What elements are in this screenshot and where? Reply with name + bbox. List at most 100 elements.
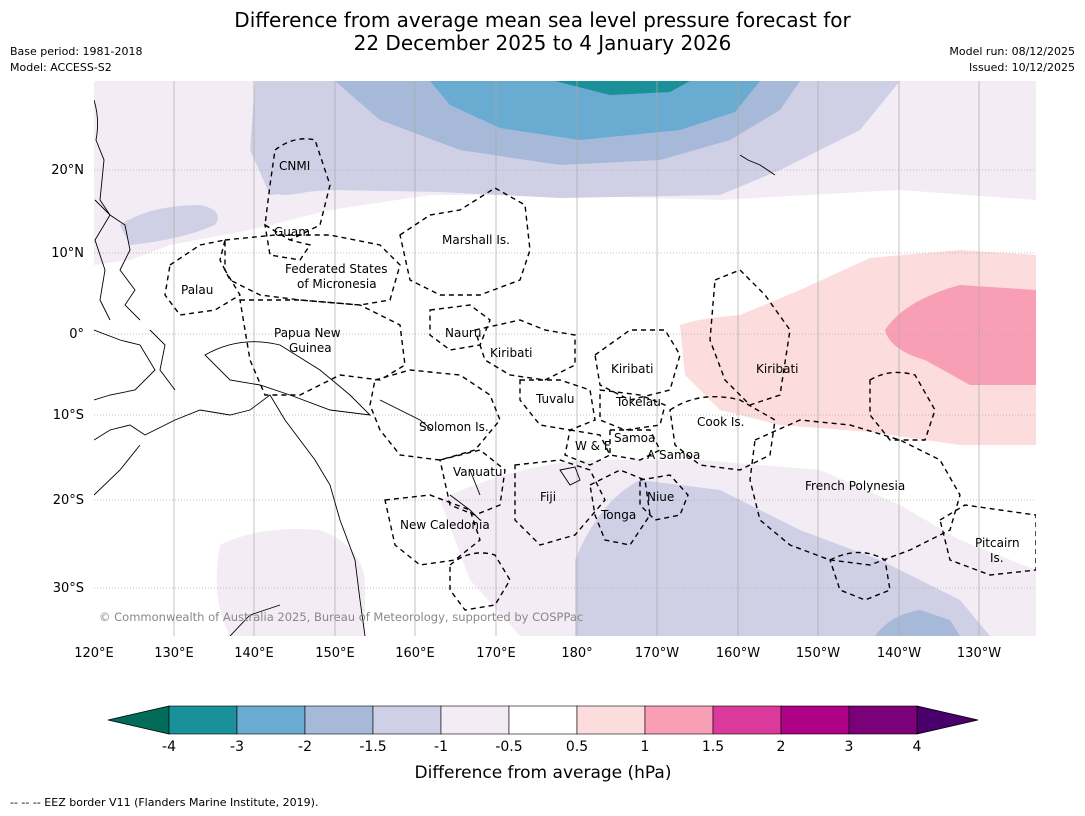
colorbar-tick-label: -3 — [230, 739, 244, 755]
label-solomon-islands: Solomon Is. — [419, 420, 489, 434]
anomaly-area-westpac-slate — [120, 205, 218, 245]
label-new-caledonia: New Caledonia — [400, 518, 490, 532]
label-marshall-islands: Marshall Is. — [442, 233, 510, 247]
map-panel: CNMI Guam Marshall Is. Federated States … — [94, 81, 1036, 636]
colorbar-tick-label: 2 — [777, 739, 786, 755]
lon-label: 150°W — [796, 646, 840, 661]
lon-label: 150°E — [315, 646, 355, 661]
coast-hawaii — [739, 154, 776, 176]
eez-kiribati-east — [709, 269, 791, 406]
eez-southcook — [829, 551, 891, 601]
label-american-samoa: A Samoa — [647, 448, 700, 462]
lat-label: 20°S — [53, 493, 84, 508]
lon-label: 130°E — [154, 646, 194, 661]
eez-tuvalu — [519, 379, 596, 431]
colorbar-cell — [712, 705, 782, 735]
lon-label: 130°W — [957, 646, 1001, 661]
label-fsm-line1: Federated States — [285, 262, 387, 276]
label-kiribati-west: Kiribati — [490, 346, 532, 360]
colorbar-tick-label: -1 — [434, 739, 448, 755]
coast-newcaledonia — [449, 494, 481, 521]
colorbar-cell — [372, 705, 442, 735]
label-wallis-futuna: W & F — [575, 439, 611, 453]
eez-linesouth — [869, 371, 936, 441]
anomaly-area-north-blue — [430, 81, 760, 140]
latitude-labels: 20°N 10°N 0° 10°S 20°S 30°S — [51, 163, 84, 596]
coast-australia — [94, 394, 366, 636]
label-guam: Guam — [274, 225, 310, 239]
anomaly-area-south-grayblue — [875, 610, 960, 636]
label-fiji: Fiji — [540, 490, 556, 504]
colorbar-tick-label: 0.5 — [566, 739, 588, 755]
label-palau: Palau — [181, 283, 213, 297]
coastlines — [94, 99, 776, 636]
eez-samoa — [609, 429, 661, 461]
eez-pitcairn — [939, 504, 1036, 576]
colorbar-tick-label: 4 — [913, 739, 922, 755]
colorbar-tick-label: -4 — [162, 739, 176, 755]
colorbar-cell — [576, 705, 646, 735]
lat-label: 10°N — [51, 246, 84, 261]
region-labels: CNMI Guam Marshall Is. Federated States … — [181, 159, 1020, 565]
lon-label: 170°W — [635, 646, 679, 661]
anomaly-area-north-teal — [555, 81, 690, 95]
label-tokelau: Tokelau — [615, 395, 661, 409]
label-samoa: Samoa — [614, 431, 655, 445]
coast-australia-south — [94, 444, 141, 496]
eez-wf — [564, 429, 611, 466]
eez-newcal — [384, 494, 481, 566]
colorbar-tick-label: 3 — [845, 739, 854, 755]
lon-label: 160°E — [395, 646, 435, 661]
lon-label: 160°W — [716, 646, 760, 661]
eez-vanuatu — [439, 449, 506, 516]
label-kiribati-east: Kiribati — [756, 362, 798, 376]
eez-palau — [164, 239, 241, 316]
coast-sulawesi — [149, 329, 176, 391]
coast-philippines — [94, 199, 141, 321]
label-pitcairn-line2: Is. — [990, 551, 1004, 565]
label-cook-islands: Cook Is. — [697, 415, 744, 429]
eez-niue — [639, 474, 689, 521]
colorbar-over-arrow — [916, 705, 979, 735]
colorbar-tick-label: 1.5 — [702, 739, 724, 755]
eez-solomon — [369, 369, 501, 461]
colorbar-tick-label: -2 — [298, 739, 312, 755]
label-cnmi: CNMI — [279, 159, 310, 173]
label-png-line2: Guinea — [289, 341, 332, 355]
lat-label: 10°S — [53, 408, 84, 423]
colorbar: -4 -3 -2 -1.5 -1 -0.5 0.5 1 1.5 2 3 4 Difference fr… — [107, 705, 979, 783]
label-tuvalu: Tuvalu — [535, 392, 575, 406]
copyright-notice: © Commonwealth of Australia 2025, Bureau… — [99, 610, 583, 624]
lat-label: 20°N — [51, 163, 84, 178]
colorbar-cell — [236, 705, 306, 735]
colorbar-cell — [440, 705, 510, 735]
label-png-line1: Papua New — [274, 326, 341, 340]
coast-vanuatu — [469, 469, 481, 496]
lon-label: 180° — [561, 646, 592, 661]
colorbar-under-arrow — [107, 705, 170, 735]
model-name: Model: ACCESS-S2 — [10, 61, 112, 74]
coast-newguinea — [204, 341, 372, 416]
eez-footnote: -- -- -- EEZ border V11 (Flanders Marine… — [10, 796, 319, 809]
eez-frenchpoly — [749, 419, 961, 566]
lat-label: 30°S — [53, 581, 84, 596]
eez-fsm — [219, 234, 401, 306]
title-line-1: Difference from average mean sea level p… — [234, 8, 851, 32]
colorbar-cell — [168, 705, 238, 735]
label-nauru: Nauru — [445, 326, 481, 340]
lat-label: 0° — [69, 327, 84, 342]
coast-newzealand — [229, 604, 281, 636]
longitude-labels: 120°E 130°E 140°E 150°E 160°E 170°E 180°… — [74, 646, 1001, 661]
colorbar-cell — [304, 705, 374, 735]
anomaly-area-south-slate — [575, 480, 990, 636]
base-period: Base period: 1981-2018 — [10, 45, 143, 58]
title-line-2: 22 December 2025 to 4 January 2026 — [353, 31, 732, 55]
colorbar-tick-label: -0.5 — [495, 739, 522, 755]
eez-tokelau — [599, 389, 666, 431]
eez-marshall — [399, 187, 531, 296]
colorbar-cell — [848, 705, 918, 735]
colorbar-cell — [508, 705, 578, 735]
label-tonga: Tonga — [600, 508, 636, 522]
lon-label: 120°E — [74, 646, 114, 661]
